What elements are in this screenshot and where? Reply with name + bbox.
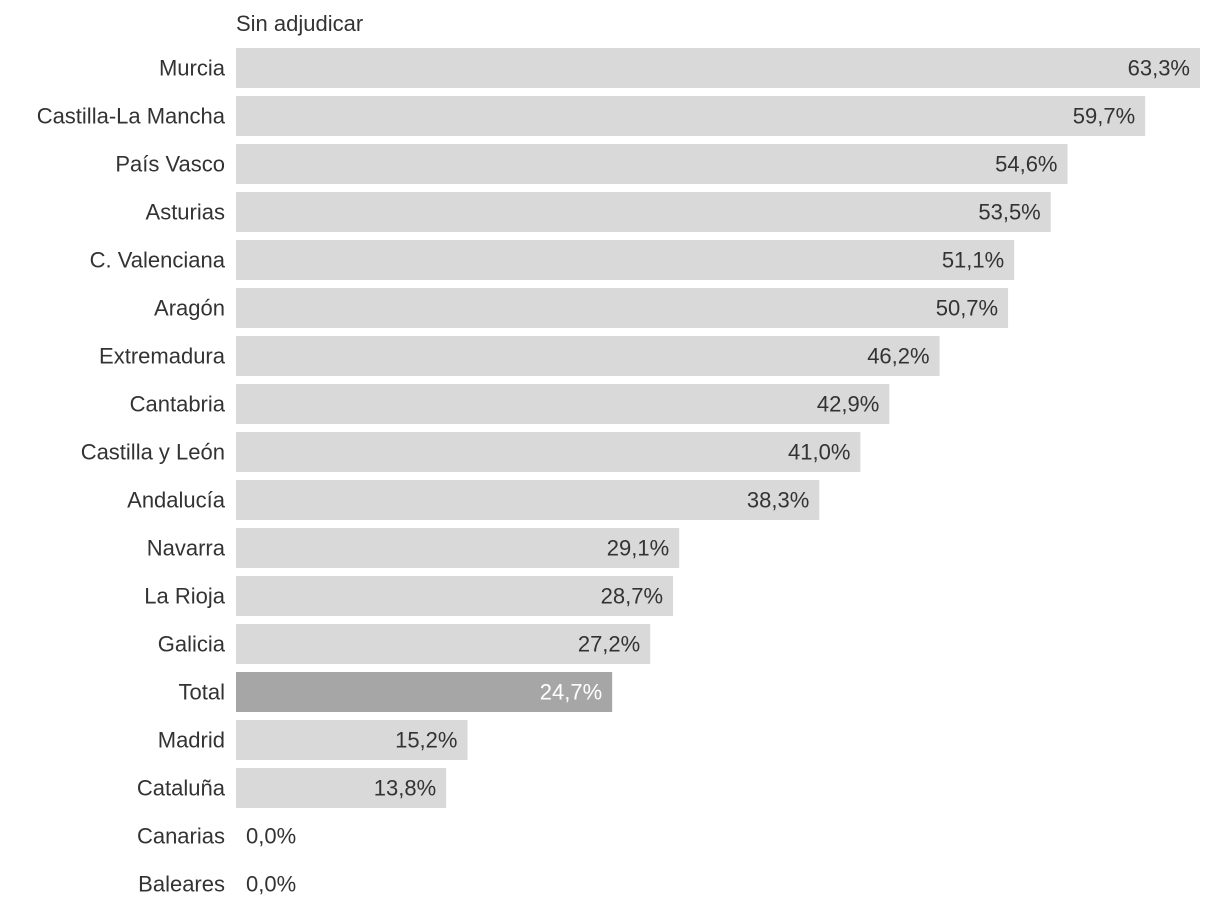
category-label-extremadura: Extremadura bbox=[99, 344, 226, 369]
value-label-pais-vasco: 54,6% bbox=[995, 152, 1057, 177]
bar-cataluna bbox=[236, 768, 447, 808]
value-label-baleares: 0,0% bbox=[246, 872, 296, 897]
value-label-andalucia: 38,3% bbox=[747, 488, 809, 513]
bar-andalucia bbox=[236, 480, 820, 520]
value-label-madrid: 15,2% bbox=[395, 728, 457, 753]
value-label-extremadura: 46,2% bbox=[867, 344, 929, 369]
value-label-navarra: 29,1% bbox=[607, 536, 669, 561]
value-label-asturias: 53,5% bbox=[978, 200, 1040, 225]
bar-total bbox=[236, 672, 613, 712]
value-label-c-valenciana: 51,1% bbox=[942, 248, 1004, 273]
category-label-aragon: Aragón bbox=[154, 296, 225, 321]
category-label-andalucia: Andalucía bbox=[127, 488, 226, 513]
bar-pais-vasco bbox=[236, 144, 1068, 184]
value-label-murcia: 63,3% bbox=[1128, 56, 1190, 81]
value-label-cataluna: 13,8% bbox=[374, 776, 436, 801]
category-label-madrid: Madrid bbox=[158, 728, 225, 753]
series-header: Sin adjudicar bbox=[236, 11, 363, 36]
bar-c-valenciana bbox=[236, 240, 1015, 280]
bar-la-rioja bbox=[236, 576, 674, 616]
bar-madrid bbox=[236, 720, 468, 760]
bar-cantabria bbox=[236, 384, 890, 424]
category-label-castilla-y-leon: Castilla y León bbox=[81, 440, 225, 465]
bar-castilla-la-mancha bbox=[236, 96, 1146, 136]
bar-navarra bbox=[236, 528, 680, 568]
bar-murcia bbox=[236, 48, 1200, 88]
category-label-baleares: Baleares bbox=[138, 872, 225, 897]
bar-extremadura bbox=[236, 336, 940, 376]
category-label-navarra: Navarra bbox=[147, 536, 226, 561]
category-label-c-valenciana: C. Valenciana bbox=[90, 248, 226, 273]
bar-asturias bbox=[236, 192, 1051, 232]
value-label-aragon: 50,7% bbox=[936, 296, 998, 321]
category-label-cantabria: Cantabria bbox=[130, 392, 226, 417]
value-label-total: 24,7% bbox=[540, 680, 602, 705]
category-label-galicia: Galicia bbox=[158, 632, 226, 657]
category-label-la-rioja: La Rioja bbox=[144, 584, 225, 609]
category-label-murcia: Murcia bbox=[159, 56, 226, 81]
bar-aragon bbox=[236, 288, 1009, 328]
value-label-la-rioja: 28,7% bbox=[601, 584, 663, 609]
category-label-pais-vasco: País Vasco bbox=[115, 152, 225, 177]
bar-castilla-y-leon bbox=[236, 432, 861, 472]
value-label-galicia: 27,2% bbox=[578, 632, 640, 657]
value-label-canarias: 0,0% bbox=[246, 824, 296, 849]
bars: Murcia 63,3% Castilla-La Mancha 59,7% País V… bbox=[37, 48, 1200, 897]
bar-galicia bbox=[236, 624, 651, 664]
value-label-castilla-y-leon: 41,0% bbox=[788, 440, 850, 465]
value-label-castilla-la-mancha: 59,7% bbox=[1073, 104, 1135, 129]
category-label-cataluna: Cataluña bbox=[137, 776, 226, 801]
category-label-canarias: Canarias bbox=[137, 824, 225, 849]
category-label-total: Total bbox=[179, 680, 225, 705]
value-label-cantabria: 42,9% bbox=[817, 392, 879, 417]
category-label-castilla-la-mancha: Castilla-La Mancha bbox=[37, 104, 226, 129]
category-label-asturias: Asturias bbox=[146, 200, 225, 225]
